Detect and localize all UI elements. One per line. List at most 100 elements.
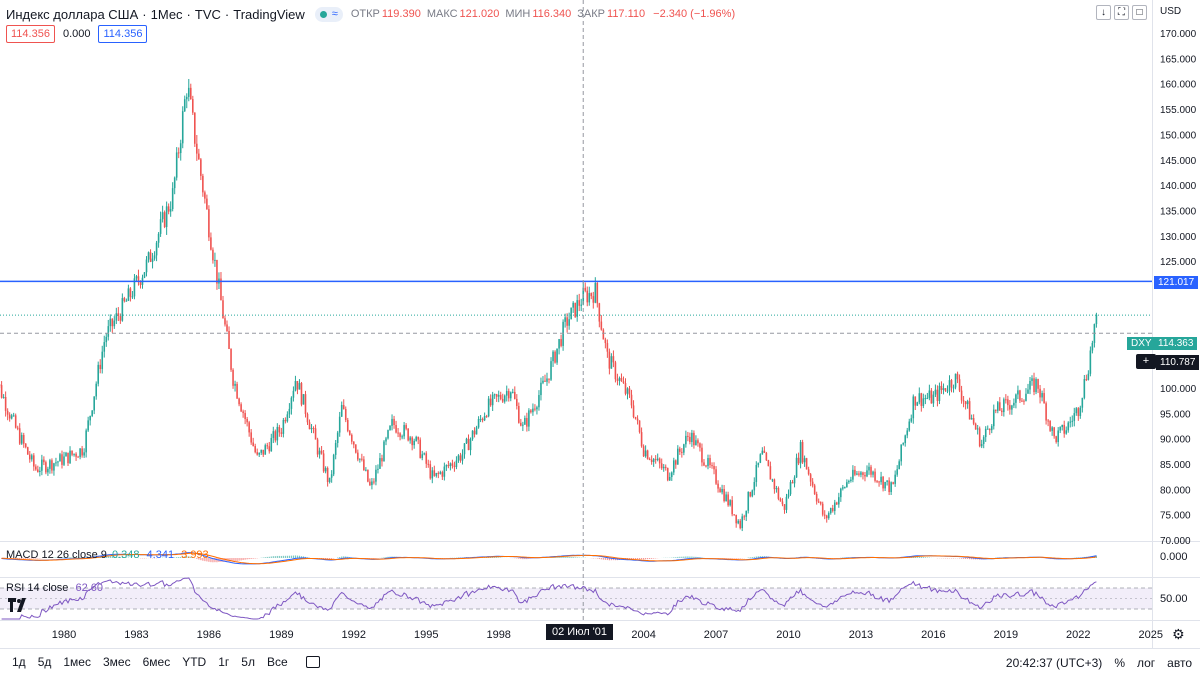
price-tick-label: 135.000 (1160, 206, 1197, 217)
add-plus-icon[interactable]: + (1136, 354, 1156, 369)
expand-icon[interactable]: ⛶ (1114, 5, 1129, 20)
macd-axis-label: 0.000 (1160, 551, 1188, 563)
time-axis-ticks[interactable]: 1980 1983 1986 1989 1992 1995 1998 2004 2007 2010… (52, 629, 1163, 641)
candle-body (222, 300, 224, 319)
value-box-blue[interactable]: 114.356 (98, 25, 148, 43)
candle-body (312, 427, 315, 429)
header-values: 114.356 0.000 114.356 (6, 25, 148, 43)
candle-body (900, 444, 902, 462)
separator-dot: · (142, 6, 147, 22)
macd-signal-value: 3.993 (181, 549, 209, 561)
candle-body (0, 385, 3, 398)
candle-body (952, 387, 955, 389)
candle-body (278, 426, 281, 433)
range-ytd[interactable]: YTD (182, 655, 207, 669)
candle-body (1017, 390, 1019, 395)
candle-body (747, 491, 750, 511)
chart-canvas[interactable]: 170.000 165.000 160.000 155.000 150.000 145.0… (0, 0, 1200, 648)
candle-body (689, 436, 691, 443)
candle-body (1059, 427, 1061, 431)
candle-body (628, 388, 631, 395)
candle-body (89, 415, 91, 421)
candle-body (807, 469, 810, 475)
candle-body (779, 498, 782, 502)
candle-body (6, 410, 9, 415)
range-1y[interactable]: 1г (218, 655, 230, 669)
candle-body (546, 378, 548, 382)
log-toggle[interactable]: лог (1136, 655, 1156, 670)
candle-body (306, 413, 309, 423)
percent-toggle[interactable]: % (1114, 655, 1125, 670)
candle-body (886, 480, 888, 482)
candle-body (988, 428, 991, 431)
candle-body (622, 381, 625, 384)
candle-body (846, 482, 848, 488)
candle-body (980, 443, 983, 447)
range-5d[interactable]: 5д (37, 655, 52, 669)
candle-body (272, 431, 275, 438)
candle-body (930, 390, 933, 404)
candle-body (355, 444, 357, 453)
range-5y[interactable]: 5л (241, 655, 255, 669)
candle-body (632, 405, 635, 417)
range-1m[interactable]: 1мес (63, 655, 91, 669)
candle-body (503, 395, 506, 402)
symbol-name[interactable]: Индекс доллара США (6, 6, 139, 22)
candle-body (157, 233, 160, 243)
fullscreen-icon[interactable]: □ (1132, 5, 1147, 20)
candle-body (67, 452, 69, 464)
price-tick-label: 125.000 (1160, 257, 1197, 268)
candle-body (805, 458, 808, 470)
candle-body (1023, 400, 1025, 402)
candle-body (721, 489, 723, 493)
candle-body (966, 401, 969, 405)
candle-body (177, 152, 180, 154)
candle-body (121, 298, 124, 321)
interval-label[interactable]: 1Мес (150, 6, 183, 22)
candle-body (773, 479, 776, 490)
candle-body (145, 259, 148, 273)
candle-body (449, 463, 452, 467)
candle-body (526, 417, 528, 427)
settings-gear-icon[interactable]: ⚙ (1172, 626, 1185, 642)
time-tick-label: 2025 (1139, 629, 1163, 641)
candle-body (598, 303, 601, 322)
candle-body (290, 397, 293, 409)
candle-body (228, 331, 230, 349)
candle-body (151, 258, 154, 262)
clock-timezone[interactable]: 20:42:37 (UTC+3) (1005, 655, 1103, 670)
market-status-badge[interactable]: ≈ (314, 6, 343, 22)
candle-body (173, 177, 176, 189)
macd-legend[interactable]: MACD 12 26 close 9 0.348 4.341 3.993 (6, 549, 209, 561)
candle-body (431, 470, 434, 479)
candle-body (882, 476, 884, 489)
range-6m[interactable]: 6мес (142, 655, 171, 669)
candle-body (409, 437, 411, 441)
tradingview-logo-icon[interactable] (8, 598, 30, 614)
auto-toggle[interactable]: авто (1167, 655, 1192, 670)
candle-body (831, 508, 834, 511)
candle-body (8, 414, 11, 419)
candle-body (125, 300, 128, 302)
macd-pane (1, 552, 1098, 565)
candle-body (902, 443, 905, 445)
range-3m[interactable]: 3мес (102, 655, 131, 669)
calendar-goto-icon[interactable] (305, 656, 320, 668)
rsi-legend[interactable]: RSI 14 close 62.60 (6, 582, 103, 594)
overlay-lines (0, 0, 1152, 620)
scroll-down-icon[interactable]: ↓ (1096, 5, 1111, 20)
candle-body (568, 319, 570, 326)
candle-body (942, 388, 945, 390)
currency-label[interactable]: USD (1160, 6, 1182, 17)
range-1d[interactable]: 1д (12, 655, 26, 669)
time-tick-label: 1992 (342, 629, 366, 641)
candle-body (340, 405, 343, 417)
candle-body (346, 419, 349, 431)
value-box-red[interactable]: 114.356 (6, 25, 55, 43)
candle-body (1089, 350, 1092, 374)
range-all[interactable]: Все (266, 655, 288, 669)
candle-body (791, 482, 794, 484)
candle-body (357, 452, 359, 460)
candle-body (743, 516, 746, 518)
candle-body (608, 351, 611, 369)
